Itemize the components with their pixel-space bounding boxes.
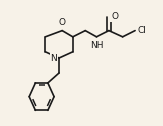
Text: O: O bbox=[111, 12, 118, 21]
Text: Cl: Cl bbox=[137, 26, 146, 35]
Text: O: O bbox=[59, 18, 66, 27]
Text: N: N bbox=[51, 54, 57, 62]
Text: NH: NH bbox=[90, 41, 103, 50]
